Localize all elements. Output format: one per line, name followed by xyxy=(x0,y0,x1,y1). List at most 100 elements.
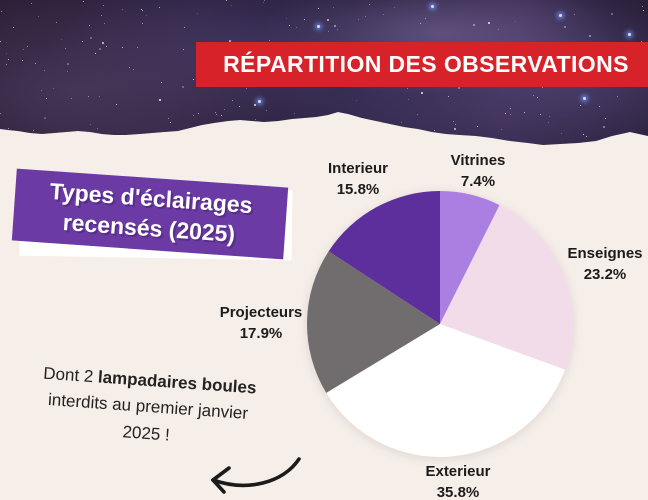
star xyxy=(99,48,101,50)
star xyxy=(586,136,587,137)
star xyxy=(312,139,313,140)
star xyxy=(95,53,96,54)
pie-slice-interieur xyxy=(328,191,440,324)
footnote-part3: interdits au premier janvier 2025 ! xyxy=(47,390,249,445)
star xyxy=(537,97,538,98)
star xyxy=(168,118,169,119)
star xyxy=(510,108,511,109)
star xyxy=(170,122,171,123)
star xyxy=(337,29,338,30)
star xyxy=(642,6,643,7)
star xyxy=(434,130,435,131)
pie-label-projecteurs: Projecteurs 17.9% xyxy=(200,302,322,345)
star xyxy=(8,128,9,129)
star xyxy=(69,144,70,145)
star xyxy=(65,48,66,49)
star xyxy=(6,53,7,54)
pie-chart-svg xyxy=(307,191,574,457)
star xyxy=(8,59,9,60)
pie-label-name: Interieur xyxy=(327,160,388,177)
star xyxy=(41,90,42,91)
star xyxy=(438,4,439,5)
star xyxy=(28,135,29,136)
footnote-part1: Dont 2 xyxy=(42,363,99,387)
star xyxy=(417,114,418,115)
star xyxy=(185,133,187,135)
star xyxy=(46,98,47,99)
star xyxy=(31,3,32,4)
pie-label-name: Enseignes xyxy=(567,245,643,262)
title-card: Types d'éclairages recensés (2025) xyxy=(11,168,293,261)
star xyxy=(35,63,36,64)
star xyxy=(420,23,421,24)
star xyxy=(226,0,227,1)
star xyxy=(27,46,28,47)
star xyxy=(488,22,490,24)
star xyxy=(321,119,322,120)
star xyxy=(633,133,634,134)
star xyxy=(159,7,160,8)
star xyxy=(296,27,297,28)
star xyxy=(498,29,499,30)
star xyxy=(458,87,460,89)
pie-slice-exterieur xyxy=(326,324,565,457)
pie-label-value: 17.9% xyxy=(239,325,283,343)
star xyxy=(401,122,402,123)
star xyxy=(56,22,57,23)
star xyxy=(556,145,558,147)
star xyxy=(142,23,143,24)
star xyxy=(634,136,635,137)
star xyxy=(146,15,147,16)
star xyxy=(564,26,566,28)
pie-label-enseignes: Enseignes 23.2% xyxy=(547,243,648,286)
star xyxy=(366,124,367,125)
star xyxy=(67,63,69,65)
pie-slice-projecteurs xyxy=(307,251,440,393)
star xyxy=(122,9,123,10)
star xyxy=(263,2,264,3)
pie-slice-enseignes xyxy=(440,205,574,370)
star xyxy=(356,100,357,101)
star xyxy=(589,35,591,37)
curved-arrow-icon xyxy=(203,450,311,498)
star xyxy=(394,7,395,8)
star xyxy=(269,40,270,41)
star xyxy=(643,10,644,11)
star xyxy=(0,113,1,114)
star xyxy=(216,114,217,115)
star xyxy=(88,96,89,97)
star xyxy=(215,112,216,113)
header-banner: RÉPARTITION DES OBSERVATIONS xyxy=(196,42,648,87)
star xyxy=(229,40,231,42)
star xyxy=(408,99,409,100)
star xyxy=(425,18,426,19)
star xyxy=(533,95,534,96)
star xyxy=(239,106,240,107)
star xyxy=(398,136,399,137)
star xyxy=(365,16,366,17)
star xyxy=(328,31,329,32)
pie-label-name: Vitrines xyxy=(450,152,506,169)
star xyxy=(505,113,506,114)
footnote-bold: lampadaires boules xyxy=(97,367,258,398)
pie-chart xyxy=(307,191,574,457)
star xyxy=(501,129,502,130)
bright-star xyxy=(317,25,320,28)
star xyxy=(116,104,117,105)
star xyxy=(294,113,295,114)
star xyxy=(495,144,496,145)
star xyxy=(0,41,1,42)
star xyxy=(264,0,265,1)
star xyxy=(580,105,581,106)
star xyxy=(477,126,478,127)
star xyxy=(318,8,319,9)
star xyxy=(221,115,222,116)
star xyxy=(193,115,194,116)
star xyxy=(369,4,370,5)
footnote-text: Dont 2 lampadaires boules interdits au p… xyxy=(32,360,265,455)
star xyxy=(448,96,449,97)
pie-slice-vitrines xyxy=(440,191,500,324)
star xyxy=(133,69,134,70)
star xyxy=(261,123,262,124)
